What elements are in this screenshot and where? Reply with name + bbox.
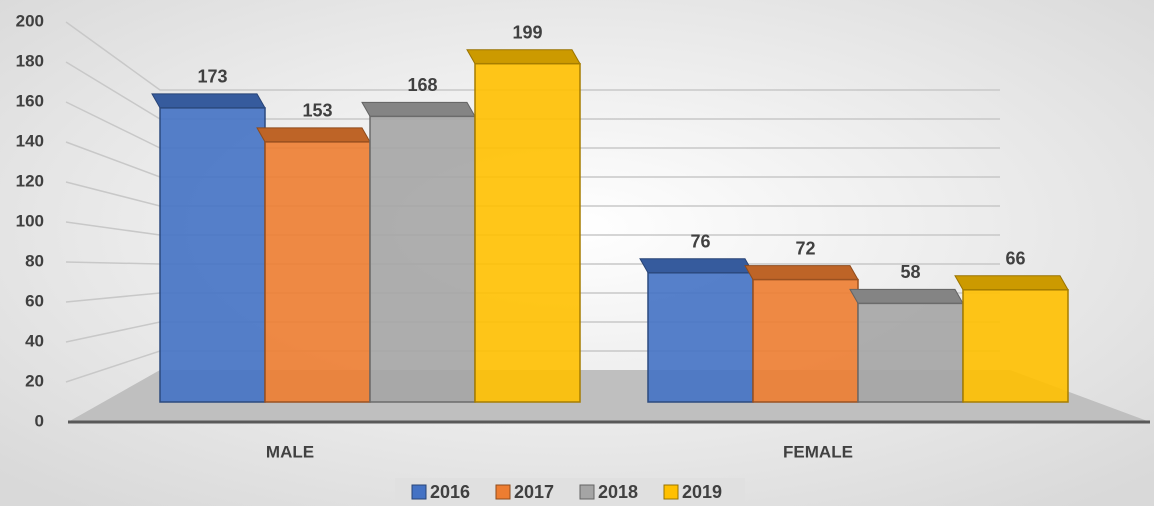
legend-swatch: [579, 484, 595, 500]
legend-swatch: [411, 484, 427, 500]
bar-top: [361, 101, 476, 117]
legend-box: [395, 478, 745, 506]
data-label: 72: [795, 238, 815, 258]
bar-top: [639, 258, 754, 274]
data-label: 173: [197, 67, 227, 87]
legend-label: 2018: [598, 482, 638, 502]
bar: [264, 141, 371, 403]
bar-top: [256, 127, 371, 143]
bar-top: [954, 275, 1069, 291]
y-tick-label: 120: [16, 171, 44, 190]
legend-label: 2017: [514, 482, 554, 502]
data-label: 153: [302, 101, 332, 121]
x-tick-label: MALE: [266, 442, 314, 461]
y-tick-label: 160: [16, 91, 44, 110]
legend-label: 2016: [430, 482, 470, 502]
data-label: 76: [690, 232, 710, 252]
x-tick-label: FEMALE: [783, 442, 853, 461]
y-tick-label: 200: [16, 11, 44, 30]
grid-line: [65, 21, 1000, 91]
bar-top: [744, 265, 859, 281]
bar: [369, 115, 476, 403]
bar-top: [466, 49, 581, 65]
legend-swatch: [663, 484, 679, 500]
bar-top: [849, 288, 964, 304]
y-tick-label: 60: [25, 291, 44, 310]
y-tick-label: 40: [25, 331, 44, 350]
y-tick-label: 80: [25, 251, 44, 270]
bar: [159, 107, 266, 403]
bar: [962, 289, 1069, 403]
y-tick-label: 180: [16, 51, 44, 70]
y-tick-label: 0: [35, 411, 44, 430]
bar: [474, 62, 581, 403]
data-label: 66: [1005, 249, 1025, 269]
bar-top: [151, 93, 266, 109]
legend-label: 2019: [682, 482, 722, 502]
legend-swatch: [495, 484, 511, 500]
y-tick-label: 20: [25, 371, 44, 390]
y-tick-label: 140: [16, 131, 44, 150]
bar: [752, 278, 859, 403]
bar: [857, 302, 964, 403]
bar: [647, 272, 754, 403]
data-label: 168: [407, 75, 437, 95]
data-label: 199: [512, 22, 542, 42]
y-tick-label: 100: [16, 211, 44, 230]
data-label: 58: [900, 262, 920, 282]
